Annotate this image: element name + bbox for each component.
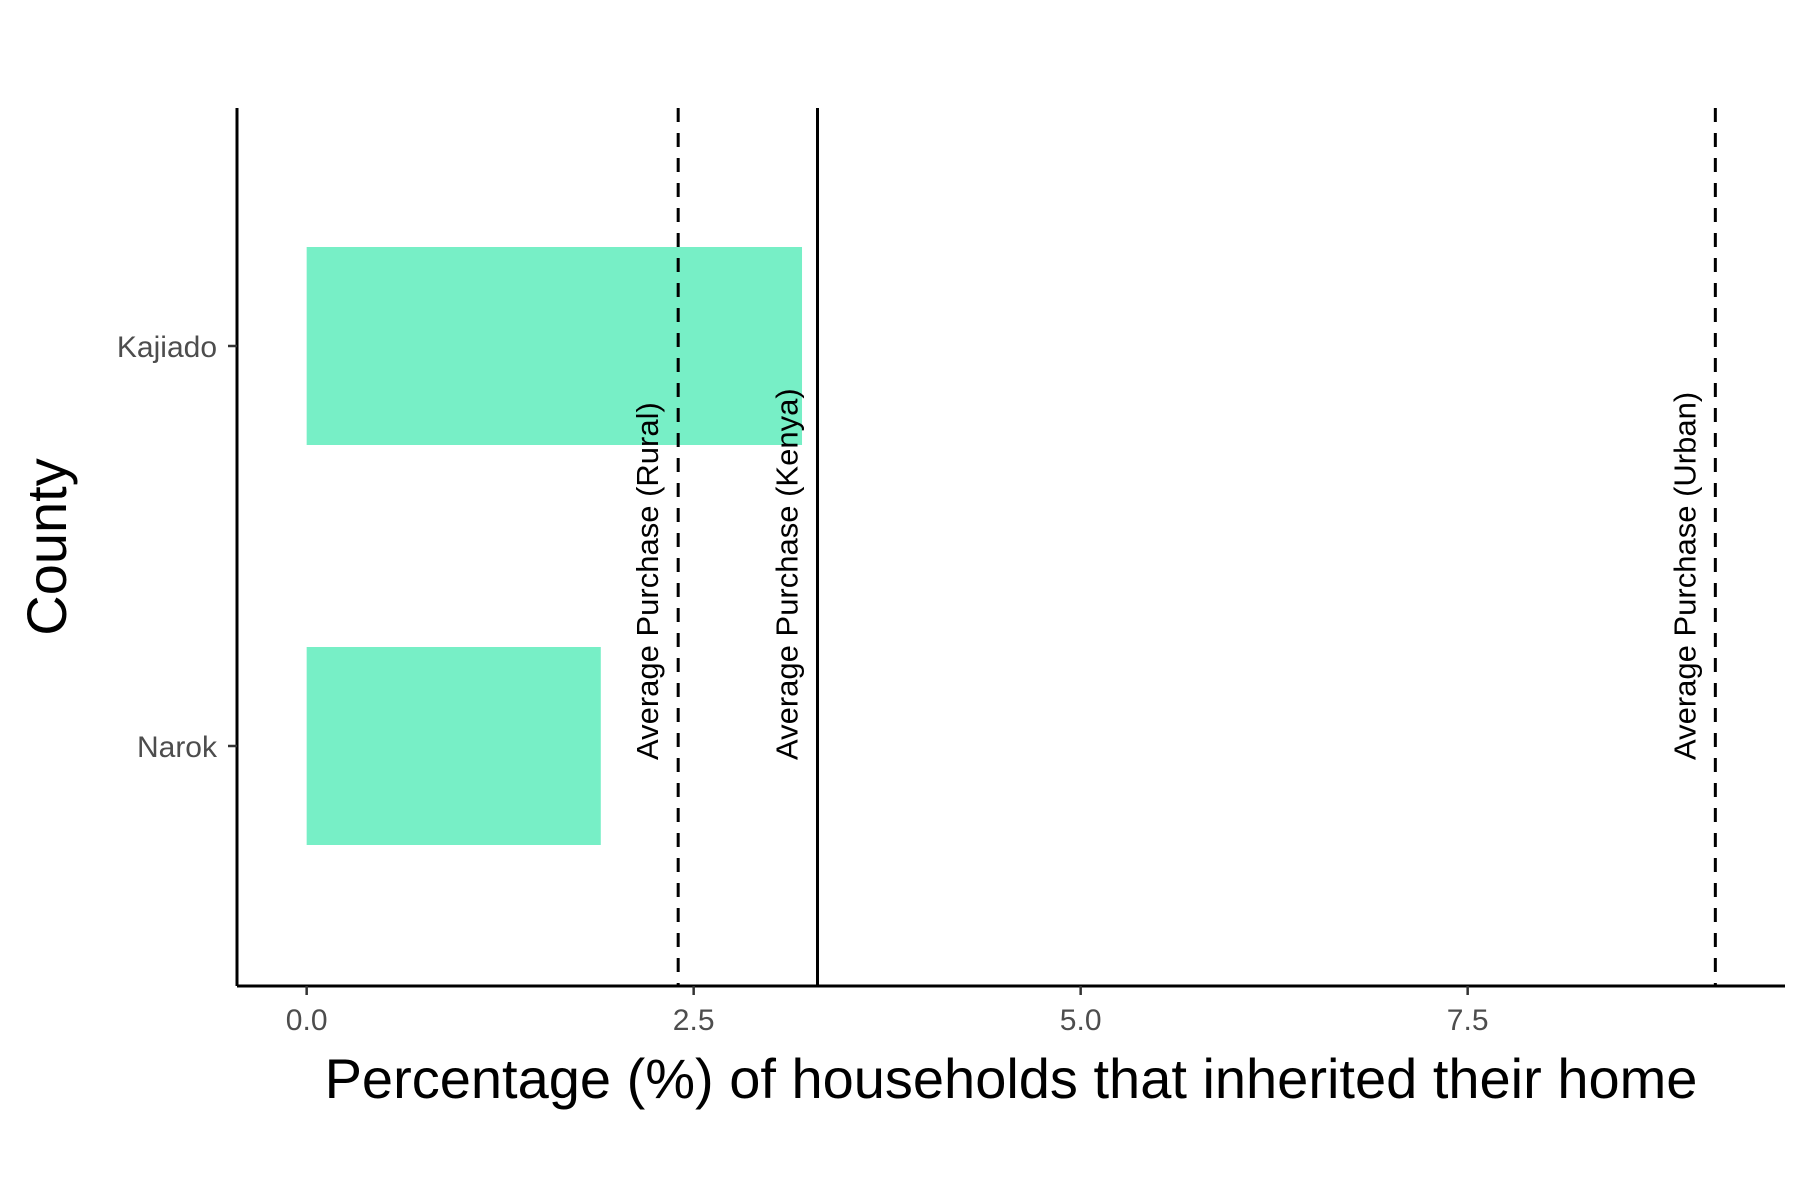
- bar-narok: [306, 647, 601, 845]
- x-tick-label: 7.5: [1447, 1004, 1489, 1037]
- axes-layer: [235, 108, 1785, 988]
- bar-kajiado: [306, 247, 803, 445]
- bars-layer: [306, 247, 803, 845]
- y-tick-label-kajiado: Kajiado: [117, 331, 217, 364]
- reference-label-average-purchase-urban: Average Purchase (Urban): [1667, 392, 1702, 760]
- x-tick-label: 2.5: [673, 1004, 715, 1037]
- reference-label-average-purchase-kenya: Average Purchase (Kenya): [770, 388, 805, 760]
- x-axis-title: Percentage (%) of households that inheri…: [325, 1047, 1698, 1110]
- x-tick-label: 0.0: [286, 1004, 328, 1037]
- x-tick-label: 5.0: [1060, 1004, 1102, 1037]
- ticks-layer: 0.0 2.5 5.0 7.5 Kajiado Narok: [117, 331, 1489, 1037]
- y-tick-label-narok: Narok: [137, 731, 218, 764]
- reference-label-average-purchase-rural: Average Purchase (Rural): [630, 402, 665, 760]
- y-axis-title: County: [15, 458, 78, 635]
- reference-lines-layer: Average Purchase (Rural) Average Purchase…: [630, 108, 1717, 986]
